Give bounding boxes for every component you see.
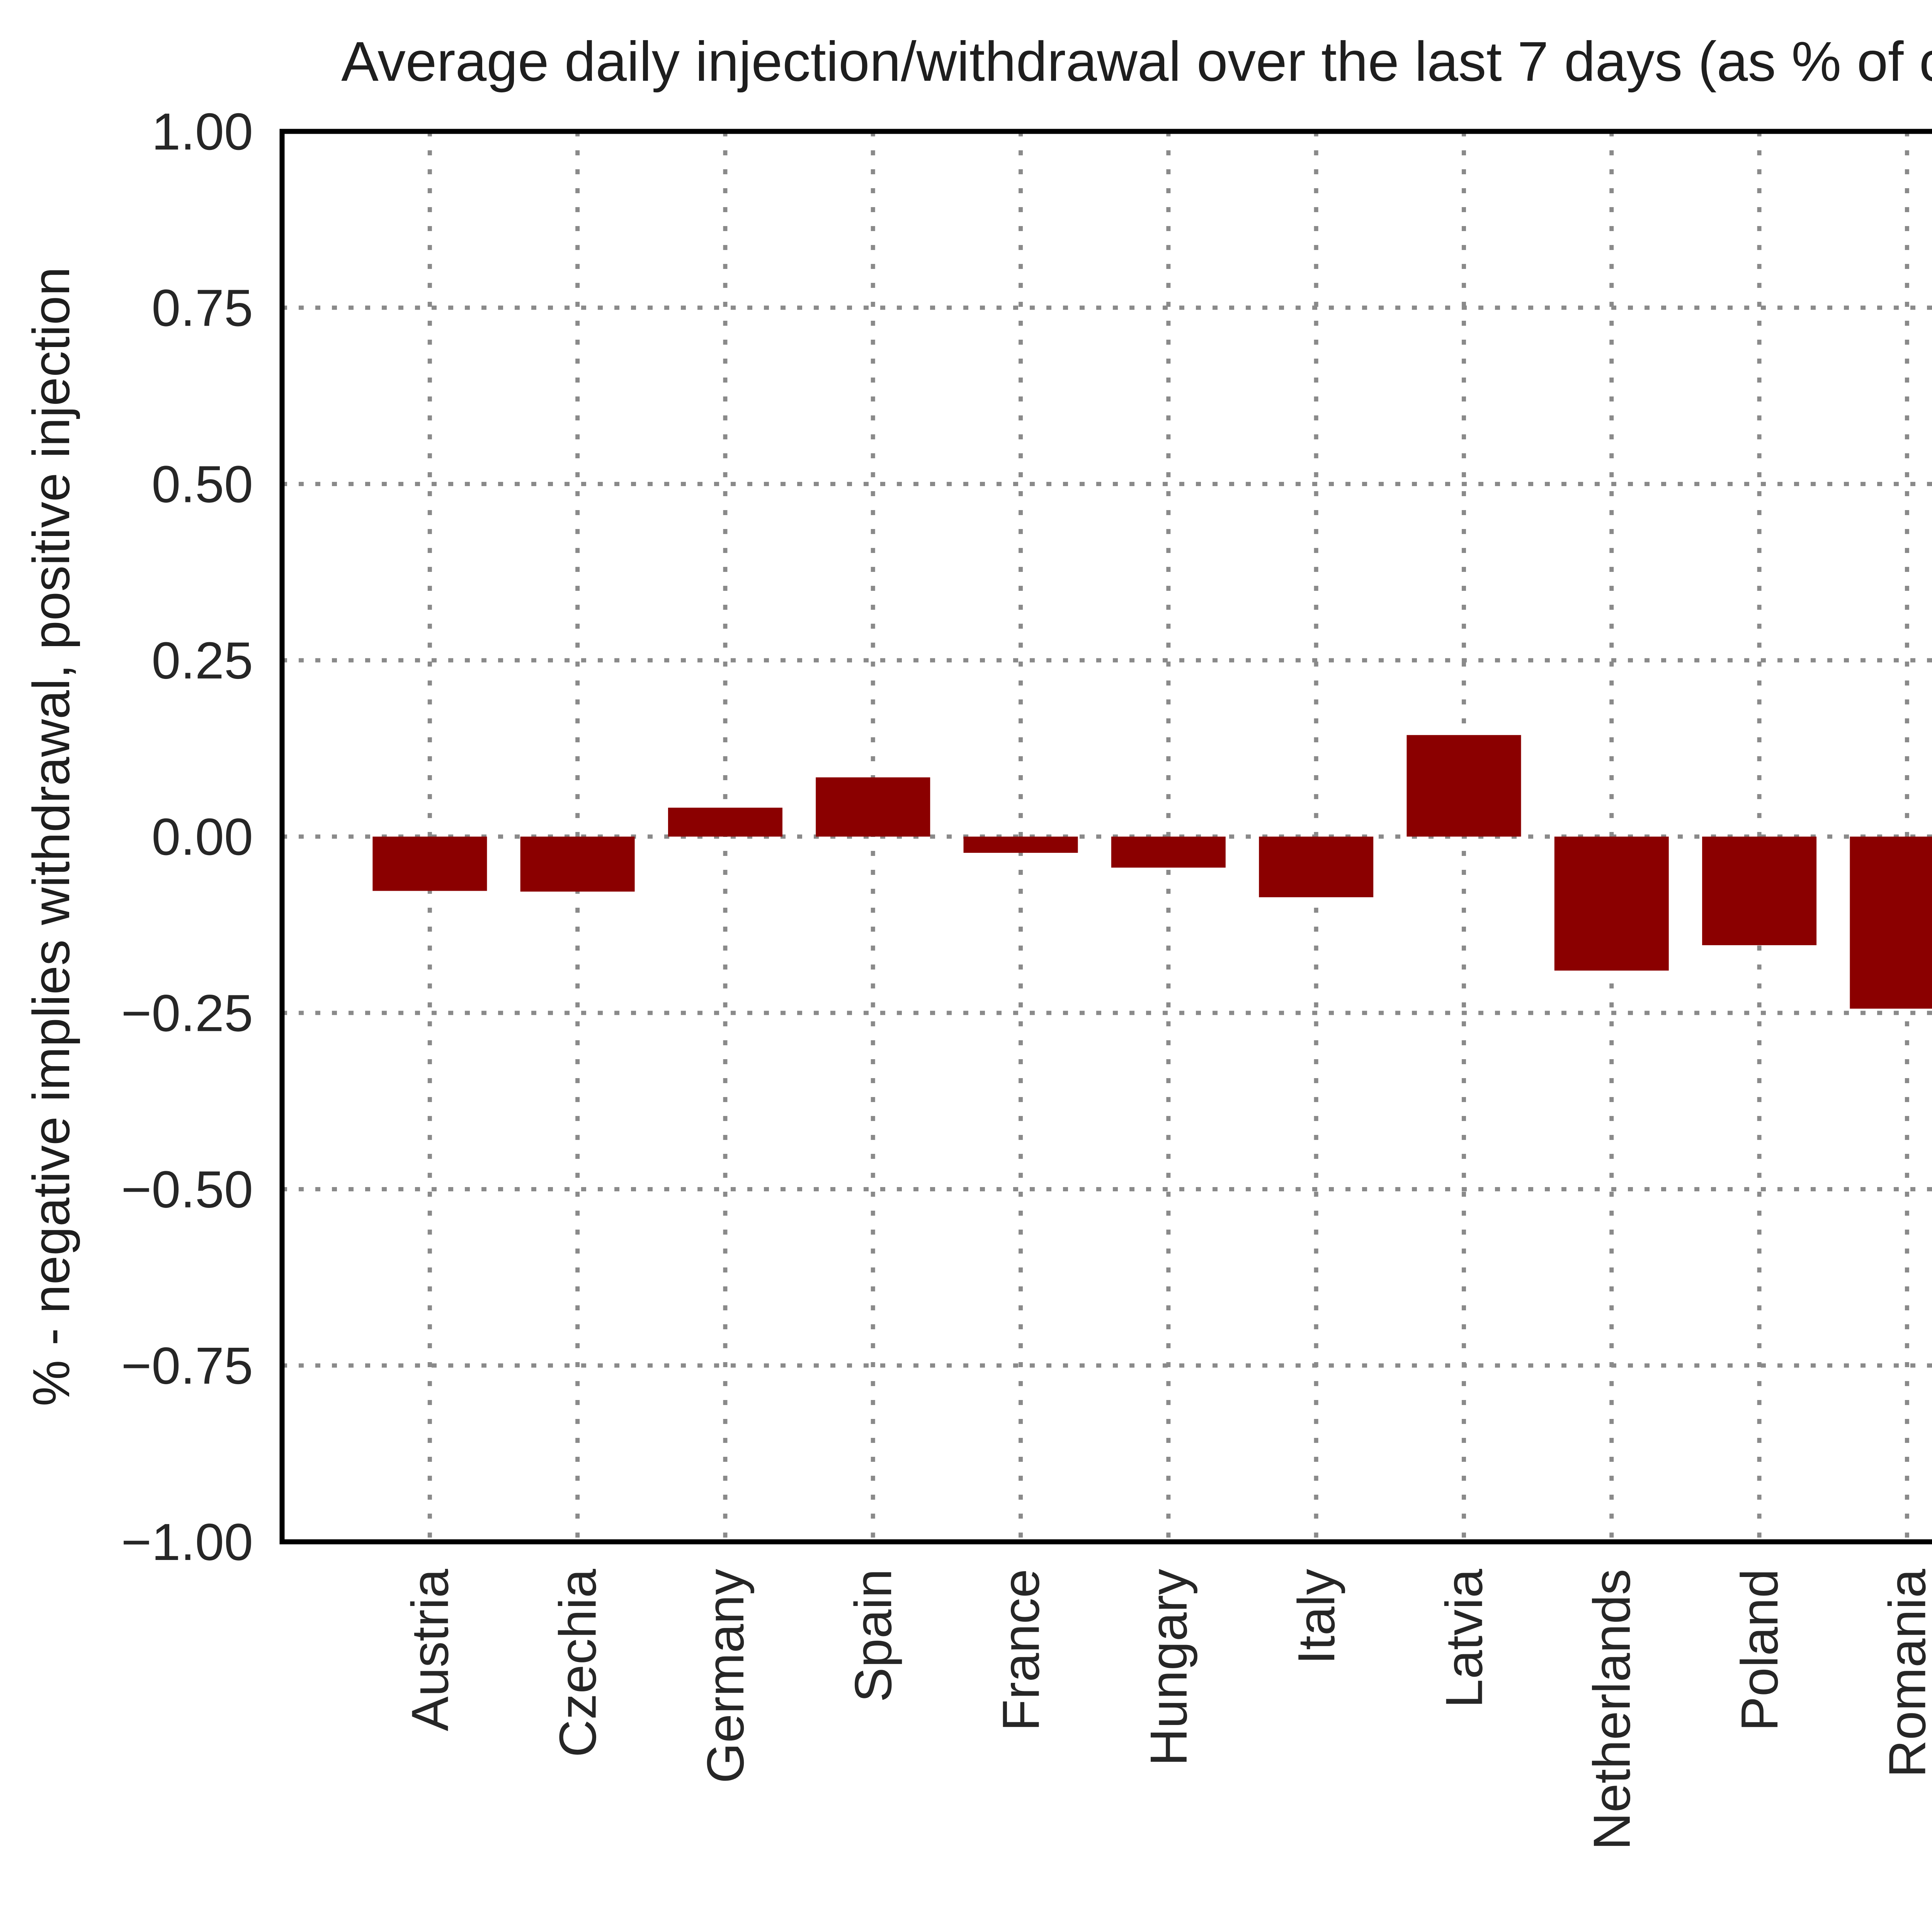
plot-border: [279, 129, 1932, 1545]
y-tick-label: 1.00: [151, 102, 253, 161]
x-tick-label: Czechia: [549, 1568, 607, 1757]
x-tick-label: Spain: [844, 1569, 902, 1702]
x-tick-label: Austria: [401, 1568, 459, 1731]
y-tick-label: −1.00: [121, 1513, 253, 1571]
bar-poland: [1702, 837, 1817, 946]
bar-netherlands: [1554, 837, 1669, 971]
x-tick-label: Italy: [1287, 1569, 1345, 1665]
y-tick-label: 0.75: [151, 279, 253, 337]
x-tick-label: Germany: [696, 1569, 755, 1784]
x-tick-label: Hungary: [1139, 1569, 1198, 1766]
bar-germany: [668, 808, 782, 837]
bar-austria: [372, 837, 487, 891]
x-tick-label: France: [992, 1569, 1050, 1731]
y-tick-label: 0.25: [151, 631, 253, 690]
bar-latvia: [1406, 735, 1521, 837]
y-tick-label: −0.25: [121, 984, 253, 1042]
x-tick-label: Romania: [1878, 1568, 1932, 1778]
x-tick-label: Netherlands: [1583, 1569, 1641, 1850]
bar-romania: [1850, 837, 1932, 1009]
x-tick-label: Poland: [1730, 1569, 1789, 1731]
y-tick-label: −0.75: [121, 1337, 253, 1395]
y-tick-label: 0.00: [151, 808, 253, 866]
y-tick-label: −0.50: [121, 1160, 253, 1219]
chart-title: Average daily injection/withdrawal over …: [341, 30, 1932, 93]
x-tick-label: Latvia: [1435, 1568, 1493, 1708]
bar-spain: [816, 777, 930, 837]
y-tick-label: 0.50: [151, 455, 253, 514]
bar-italy: [1259, 837, 1374, 897]
bar-czechia: [520, 837, 635, 892]
bar-france: [963, 837, 1078, 853]
bar-hungary: [1111, 837, 1226, 868]
